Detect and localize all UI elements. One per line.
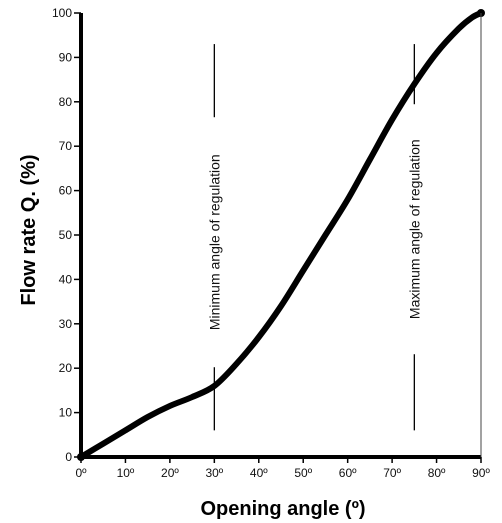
tick-layer: 0 10 20 30 40 50 60 70 80 90 100 0º 10º 20º 30º 40º 50º 6…: [52, 6, 491, 480]
x-tick-label: 70º: [383, 466, 401, 480]
x-tick-label: 60º: [339, 466, 357, 480]
annotation-label-min: Minimum angle of regulation: [206, 154, 222, 330]
y-tick-label: 100: [52, 6, 72, 20]
y-tick-label: 20: [59, 361, 73, 375]
y-tick-label: 30: [59, 317, 73, 331]
x-axis-title: Opening angle (º): [200, 498, 365, 520]
y-tick-label: 10: [59, 406, 73, 420]
y-tick-label: 90: [59, 50, 73, 64]
y-axis-title: Flow rate Q. (%): [18, 154, 40, 305]
y-tick-label: 60: [59, 184, 73, 198]
x-tick-label: 80º: [428, 466, 446, 480]
y-tick-label: 0: [65, 450, 72, 464]
annotation-layer: Minimum angle of regulation Maximum angle…: [206, 44, 422, 431]
x-tick-label: 30º: [205, 466, 223, 480]
curve-layer: [77, 9, 485, 461]
x-tick-label: 90º: [472, 466, 490, 480]
y-tick-label: 40: [59, 272, 73, 286]
x-tick-label: 50º: [294, 466, 312, 480]
y-tick-label: 80: [59, 95, 73, 109]
y-tick-label: 70: [59, 139, 73, 153]
x-tick-label: 0º: [75, 466, 87, 480]
flow-rate-curve: [78, 10, 484, 460]
x-tick-label: 20º: [161, 466, 179, 480]
y-tick-label: 50: [59, 228, 73, 242]
x-tick-label: 10º: [117, 466, 135, 480]
x-tick-label: 40º: [250, 466, 268, 480]
annotation-label-max: Maximum angle of regulation: [406, 139, 422, 319]
